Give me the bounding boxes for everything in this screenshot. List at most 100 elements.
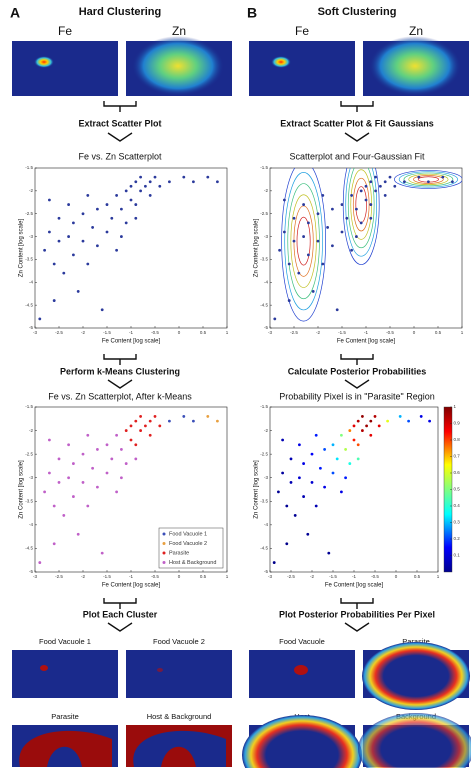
data-point xyxy=(428,419,431,423)
data-point xyxy=(38,317,42,321)
map-label: Fe xyxy=(58,24,72,38)
contour xyxy=(352,177,370,232)
data-point xyxy=(139,429,143,432)
data-point xyxy=(105,203,109,206)
bracket-arrow xyxy=(103,598,137,609)
data-point xyxy=(100,551,104,555)
data-point xyxy=(86,194,90,197)
x-tick-label: -2 xyxy=(316,330,320,335)
data-point xyxy=(323,448,326,451)
y-tick-label: -1.5 xyxy=(25,165,33,170)
plot-frame xyxy=(269,406,439,573)
data-point xyxy=(76,290,80,293)
data-point xyxy=(206,175,210,179)
x-axis-label: Fe Content [log scale] xyxy=(102,583,161,589)
legend-marker xyxy=(162,542,166,545)
arrow xyxy=(344,622,370,632)
data-point xyxy=(57,457,61,461)
image-blob xyxy=(133,730,226,767)
legend-label: Parasite xyxy=(169,550,189,556)
data-point xyxy=(57,239,61,243)
data-point xyxy=(43,490,46,494)
data-point xyxy=(105,471,109,475)
x-tick-label: -2.5 xyxy=(55,574,63,579)
data-point xyxy=(62,514,66,517)
data-point xyxy=(383,180,387,184)
map-blob xyxy=(369,36,461,96)
data-point xyxy=(289,481,293,484)
data-point xyxy=(206,415,210,418)
data-point xyxy=(335,457,339,461)
data-point xyxy=(139,415,143,418)
data-point xyxy=(352,424,356,428)
data-point xyxy=(398,415,402,418)
data-point xyxy=(356,457,360,461)
data-point xyxy=(86,262,90,266)
data-point xyxy=(129,184,133,188)
contour xyxy=(290,194,317,288)
y-tick-label: -4 xyxy=(29,522,33,527)
map-label: Fe xyxy=(295,24,309,38)
data-point xyxy=(48,198,51,202)
y-tick-label: -5 xyxy=(264,325,268,330)
data-point xyxy=(356,419,360,423)
legend-label: Host & Background xyxy=(169,560,216,566)
x-tick-label: -1.5 xyxy=(103,330,111,335)
data-point xyxy=(105,443,109,447)
legend-box xyxy=(158,527,224,569)
data-point xyxy=(311,290,315,293)
data-point xyxy=(134,457,138,461)
data-point xyxy=(168,419,171,423)
x-tick-label: 0.5 xyxy=(435,330,442,335)
map-label: Zn xyxy=(172,24,186,38)
plot-title: Probability Pixel is in "Parasite" Regio… xyxy=(279,391,434,401)
data-point xyxy=(110,457,114,461)
x-tick-label: 1 xyxy=(437,574,440,579)
data-point xyxy=(120,448,123,451)
arrow xyxy=(107,379,133,389)
arrow xyxy=(344,379,370,389)
data-point xyxy=(289,457,293,461)
arrow xyxy=(344,132,370,142)
contour xyxy=(284,171,323,311)
bracket-arrow xyxy=(340,101,374,112)
data-point xyxy=(293,514,297,517)
contour xyxy=(403,172,454,187)
data-point xyxy=(115,248,118,252)
x-tick-label: -3 xyxy=(33,574,37,579)
data-point xyxy=(86,433,90,437)
data-point xyxy=(153,415,157,418)
data-point xyxy=(340,490,343,494)
cluster-image xyxy=(126,650,232,698)
data-point xyxy=(350,248,353,252)
image-label: Parasite xyxy=(51,712,79,721)
contour xyxy=(345,168,378,257)
image-label: Food Vacuole 2 xyxy=(153,637,205,646)
data-point xyxy=(361,429,364,432)
image-blob xyxy=(157,668,163,672)
map-label: Zn xyxy=(409,24,423,38)
y-tick-label: -2.5 xyxy=(25,211,33,216)
arrow xyxy=(107,132,133,142)
colorbar-tick-label: 1 xyxy=(454,404,457,409)
x-tick-label: -0.5 xyxy=(151,574,159,579)
data-point xyxy=(148,433,152,437)
data-point xyxy=(355,235,358,238)
data-point xyxy=(359,189,363,193)
data-point xyxy=(182,415,186,418)
data-point xyxy=(148,194,152,197)
data-point xyxy=(340,230,344,234)
data-point xyxy=(321,262,325,266)
data-point xyxy=(417,175,421,179)
y-tick-label: -3.5 xyxy=(260,257,268,262)
data-point xyxy=(192,419,195,423)
plot-title: Fe vs. Zn Scatterplot xyxy=(78,151,162,161)
data-point xyxy=(192,180,195,184)
data-point xyxy=(124,429,128,432)
data-point xyxy=(393,184,397,188)
x-tick-label: -0.5 xyxy=(151,330,159,335)
y-tick-label: -3.5 xyxy=(260,498,268,503)
data-point xyxy=(292,216,296,220)
step-label: Perform k-Means Clustering xyxy=(60,366,180,376)
